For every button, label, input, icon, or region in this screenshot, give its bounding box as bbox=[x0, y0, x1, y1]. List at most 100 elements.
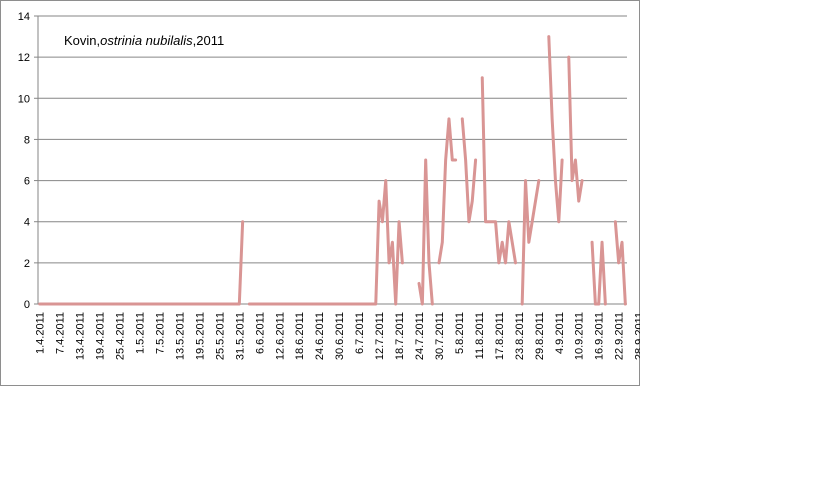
data-point bbox=[191, 303, 194, 305]
data-point bbox=[338, 303, 340, 305]
data-point bbox=[428, 262, 430, 264]
x-tick-label: 22.9.2011 bbox=[614, 312, 626, 360]
data-point bbox=[597, 303, 600, 305]
data-point bbox=[211, 303, 214, 305]
data-point bbox=[275, 303, 277, 305]
data-point bbox=[391, 241, 394, 244]
data-point bbox=[165, 303, 167, 305]
gridlines bbox=[38, 15, 627, 264]
y-tick-label: 10 bbox=[18, 93, 30, 105]
data-point bbox=[135, 303, 137, 305]
y-tick-labels: 0 2 4 6 8 10 12 14 bbox=[18, 11, 38, 311]
data-point bbox=[265, 303, 267, 305]
data-point bbox=[514, 262, 517, 264]
x-tick-label: 18.7.2011 bbox=[394, 312, 406, 360]
y-tick-label: 14 bbox=[18, 11, 30, 23]
data-point bbox=[491, 220, 494, 223]
y-tick-label: 6 bbox=[24, 176, 30, 188]
data-point bbox=[42, 303, 44, 305]
x-tick-label: 25.4.2011 bbox=[115, 312, 127, 360]
data-point bbox=[561, 159, 563, 161]
x-tick-label: 30.6.2011 bbox=[334, 312, 346, 360]
data-point bbox=[328, 303, 330, 305]
data-point bbox=[75, 303, 78, 305]
data-point bbox=[421, 303, 424, 305]
x-tick-label: 19.5.2011 bbox=[194, 312, 206, 360]
data-point bbox=[235, 303, 237, 305]
series-line-segment bbox=[417, 158, 434, 306]
x-tick-label: 23.8.2011 bbox=[514, 312, 526, 360]
data-point bbox=[171, 303, 174, 305]
data-point bbox=[621, 241, 623, 244]
x-tick-label: 28.9.2011 bbox=[634, 312, 640, 360]
x-tick-label: 30.7.2011 bbox=[434, 312, 446, 360]
data-point bbox=[128, 303, 131, 305]
x-tick-label: 10.9.2011 bbox=[574, 312, 586, 360]
data-point bbox=[451, 159, 454, 161]
data-point bbox=[531, 220, 533, 223]
x-tick-label: 7.5.2011 bbox=[154, 312, 166, 354]
x-tick-label: 6.7.2011 bbox=[354, 312, 366, 354]
data-point bbox=[205, 303, 207, 305]
data-point bbox=[378, 200, 380, 202]
title-location: Kovin, bbox=[64, 33, 100, 48]
data-point bbox=[484, 220, 487, 223]
data-point bbox=[218, 303, 221, 305]
data-point bbox=[335, 303, 337, 305]
data-point bbox=[551, 118, 553, 120]
data-point bbox=[72, 303, 74, 305]
data-point bbox=[464, 159, 467, 161]
data-point bbox=[122, 303, 124, 305]
data-point bbox=[188, 303, 191, 305]
data-point bbox=[231, 303, 234, 305]
data-point bbox=[345, 303, 347, 305]
data-point bbox=[148, 303, 151, 305]
x-tick-label: 13.4.2011 bbox=[75, 312, 87, 360]
data-point bbox=[55, 303, 58, 305]
x-tick-label: 31.5.2011 bbox=[234, 312, 246, 360]
data-point bbox=[201, 303, 204, 305]
data-point bbox=[538, 179, 540, 182]
data-point bbox=[594, 303, 597, 305]
data-point bbox=[424, 159, 427, 161]
data-point bbox=[471, 200, 474, 202]
series-line-segment bbox=[460, 117, 478, 224]
series-line-segment bbox=[520, 179, 541, 306]
data-point bbox=[181, 303, 184, 305]
data-point bbox=[528, 241, 530, 244]
data-point bbox=[118, 303, 121, 305]
data-point bbox=[567, 56, 570, 58]
data-point bbox=[175, 303, 177, 305]
data-point bbox=[368, 303, 370, 305]
data-point bbox=[268, 303, 271, 305]
data-point bbox=[461, 118, 464, 120]
x-tick-labels: 1.4.2011 7.4.2011 13.4.2011 19.4.2011 25.4.2… bbox=[35, 312, 640, 360]
x-tick-label: 12.7.2011 bbox=[374, 312, 386, 360]
data-point bbox=[444, 159, 447, 161]
x-tick-label: 18.6.2011 bbox=[294, 312, 306, 360]
data-point bbox=[295, 303, 297, 305]
data-point bbox=[468, 220, 470, 223]
chart-frame bbox=[0, 0, 640, 386]
data-point bbox=[98, 303, 101, 305]
data-point bbox=[494, 220, 497, 223]
x-tick-label: 7.4.2011 bbox=[55, 312, 67, 354]
data-point bbox=[228, 303, 231, 305]
data-point bbox=[261, 303, 264, 305]
data-point bbox=[624, 303, 627, 305]
data-point bbox=[441, 241, 444, 244]
data-point bbox=[281, 303, 284, 305]
data-point bbox=[571, 179, 573, 182]
data-point bbox=[142, 303, 144, 305]
series-line-segment bbox=[613, 220, 627, 306]
data-point bbox=[215, 303, 217, 305]
data-point bbox=[398, 220, 400, 223]
line-chart: 0 2 4 6 8 10 12 14 1.4.2011 7.4.2011 13.4.2011 19.… bbox=[18, 11, 640, 360]
data-point bbox=[58, 303, 61, 305]
data-point bbox=[145, 303, 147, 305]
data-point bbox=[208, 303, 211, 305]
data-point bbox=[504, 262, 507, 264]
data-point bbox=[278, 303, 281, 305]
data-point bbox=[508, 220, 510, 223]
x-tick-label: 25.5.2011 bbox=[214, 312, 226, 360]
